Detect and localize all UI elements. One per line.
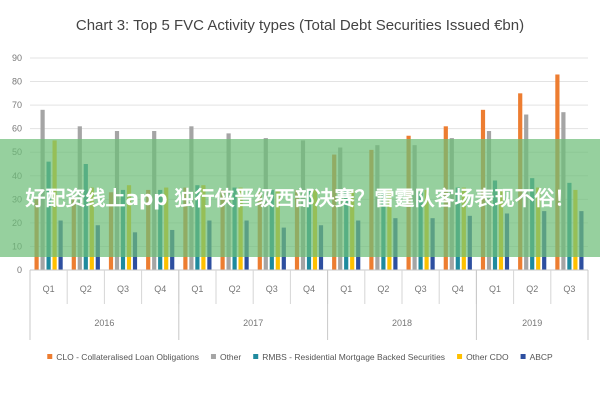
year-label: 2017: [243, 318, 263, 328]
overlay-banner-text: 好配资线上app 独行侠晋级西部决赛？雷霆队客场表现不俗！: [25, 186, 575, 210]
x-tick-label: Q1: [43, 284, 55, 294]
legend-label: CLO - Collateralised Loan Obligations: [56, 352, 199, 362]
legend-item: CLO - Collateralised Loan Obligations: [47, 352, 199, 362]
x-tick-label: Q3: [117, 284, 129, 294]
x-tick-label: Q3: [563, 284, 575, 294]
y-tick-label: 90: [12, 53, 22, 63]
x-axis: Q1 Q2 Q3 Q4 Q1 Q2 Q3 Q4 Q1 Q2 Q3 Q4 Q1 Q2 Q3 2016 2017 20…: [29, 269, 589, 340]
x-tick-label: Q2: [377, 284, 389, 294]
legend-swatch: [253, 354, 259, 359]
x-tick-label: Q4: [154, 284, 166, 294]
legend-label: RMBS - Residential Mortgage Backed Secur…: [262, 352, 445, 362]
legend-swatch: [210, 354, 216, 359]
year-label: 2018: [392, 318, 412, 328]
overlay-banner: 好配资线上app 独行侠晋级西部决赛？雷霆队客场表现不俗！: [0, 139, 600, 257]
legend-label: Other CDO: [466, 352, 509, 362]
legend-item: Other CDO: [457, 352, 509, 362]
y-tick-label: 70: [12, 100, 22, 110]
x-tick-label: Q1: [191, 284, 203, 294]
legend: CLO - Collateralised Loan Obligations Oth…: [47, 352, 553, 362]
y-tick-label: 0: [17, 265, 22, 275]
x-tick-label: Q4: [452, 284, 464, 294]
x-tick-label: Q4: [303, 284, 315, 294]
legend-label: ABCP: [530, 352, 553, 362]
legend-item: ABCP: [520, 352, 553, 362]
y-tick-label: 80: [12, 77, 22, 87]
legend-swatch: [457, 354, 463, 359]
x-tick-label: Q3: [415, 284, 427, 294]
x-tick-label: Q2: [229, 284, 241, 294]
x-tick-label: Q3: [266, 284, 278, 294]
y-tick-label: 60: [12, 124, 22, 134]
legend-item: RMBS - Residential Mortgage Backed Secur…: [253, 352, 445, 362]
x-tick-label: Q2: [80, 284, 92, 294]
x-tick-label: Q1: [340, 284, 352, 294]
year-label: 2019: [522, 318, 542, 328]
chart-title: Chart 3: Top 5 FVC Activity types (Total…: [76, 17, 524, 34]
legend-swatch: [47, 354, 53, 359]
legend-item: Other: [210, 352, 241, 362]
year-label: 2016: [94, 318, 114, 328]
legend-label: Other: [220, 352, 241, 362]
x-tick-label: Q1: [489, 284, 501, 294]
legend-swatch: [520, 354, 526, 359]
x-tick-label: Q2: [526, 284, 538, 294]
